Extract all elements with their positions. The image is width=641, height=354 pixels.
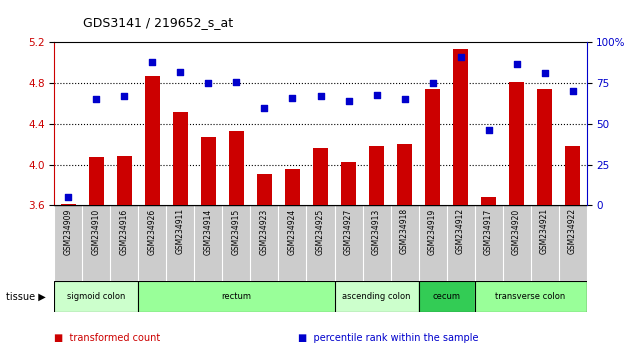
Text: tissue ▶: tissue ▶ [6,291,46,302]
Bar [145,76,160,205]
Text: GSM234910: GSM234910 [92,209,101,255]
Point [567,88,578,94]
Point [371,92,381,97]
Point [428,80,438,86]
Bar [453,48,468,205]
Bar [89,158,104,205]
Text: sigmoid colon: sigmoid colon [67,292,126,301]
Text: ■  transformed count: ■ transformed count [54,333,161,343]
Point [231,79,242,84]
Text: GSM234914: GSM234914 [204,209,213,255]
Text: GSM234916: GSM234916 [120,209,129,255]
Point [315,93,326,99]
Point [260,105,270,110]
Bar [313,148,328,205]
Text: GSM234920: GSM234920 [512,209,521,255]
Point [512,61,522,67]
Point [63,194,74,200]
Bar [201,137,216,205]
Bar [509,82,524,205]
Text: GSM234915: GSM234915 [232,209,241,255]
Point [344,98,354,104]
Bar [425,89,440,205]
Point [287,95,297,101]
Text: transverse colon: transverse colon [495,292,565,301]
Text: GSM234921: GSM234921 [540,209,549,255]
Bar [117,156,132,205]
Bar [173,112,188,205]
Bar [369,146,384,205]
Text: GSM234918: GSM234918 [400,209,409,255]
Text: GSM234927: GSM234927 [344,209,353,255]
Bar [138,281,335,312]
Bar [397,144,412,205]
Point [203,80,213,86]
Text: GSM234911: GSM234911 [176,209,185,255]
Point [176,69,186,75]
Bar [565,146,580,205]
Text: cecum: cecum [433,292,460,301]
Text: GSM234925: GSM234925 [316,209,325,255]
Point [455,54,465,60]
Text: GSM234913: GSM234913 [372,209,381,255]
Point [147,59,158,65]
Text: ■  percentile rank within the sample: ■ percentile rank within the sample [298,333,479,343]
Text: GSM234923: GSM234923 [260,209,269,255]
Bar [335,281,419,312]
Bar [419,281,474,312]
Text: GSM234922: GSM234922 [568,209,577,255]
Text: ascending colon: ascending colon [342,292,411,301]
Text: GSM234917: GSM234917 [484,209,493,255]
Text: GSM234909: GSM234909 [64,209,73,255]
Text: rectum: rectum [222,292,251,301]
Bar [229,131,244,205]
Bar [481,197,496,205]
Text: GSM234926: GSM234926 [148,209,157,255]
Bar [474,281,587,312]
Point [539,70,549,76]
Bar [341,161,356,205]
Bar [537,89,552,205]
Text: GSM234924: GSM234924 [288,209,297,255]
Bar [285,169,300,205]
Bar [257,174,272,205]
Text: GSM234912: GSM234912 [456,209,465,255]
Bar [54,281,138,312]
Text: GDS3141 / 219652_s_at: GDS3141 / 219652_s_at [83,16,233,29]
Text: GSM234919: GSM234919 [428,209,437,255]
Point [399,97,410,102]
Point [92,97,102,102]
Point [119,93,129,99]
Bar [61,204,76,205]
Point [483,127,494,133]
